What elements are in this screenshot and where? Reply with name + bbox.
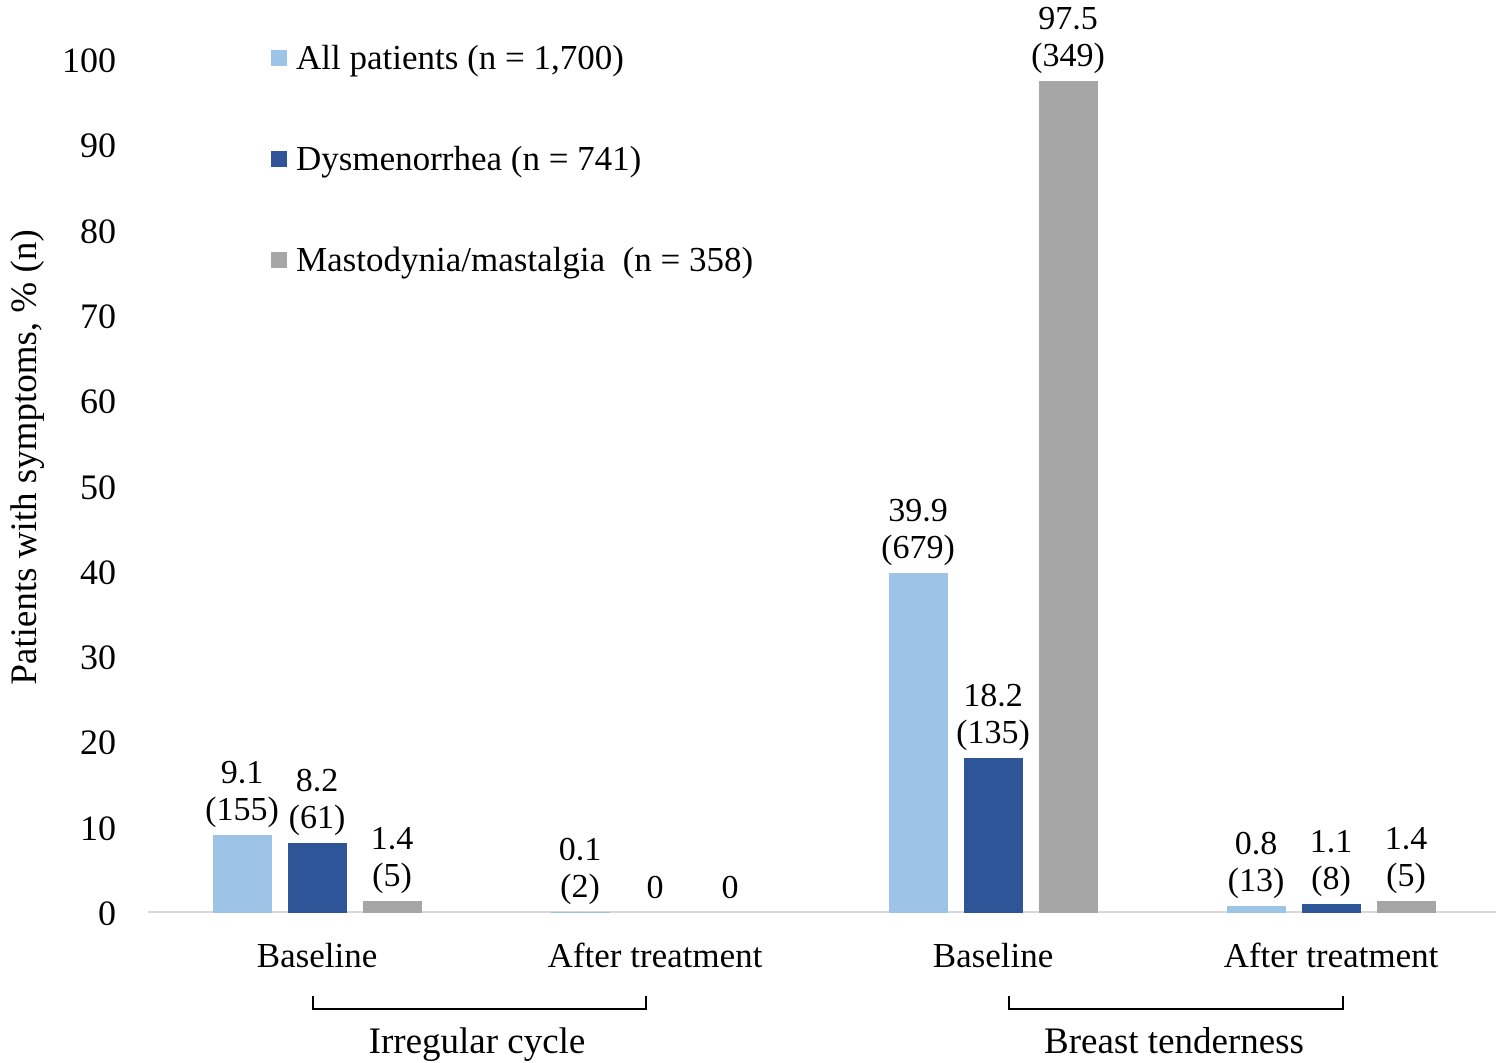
group-bracket	[1008, 996, 1344, 1010]
y-tick-label: 90	[80, 125, 116, 165]
bar-value-label: 8.2 (61)	[288, 762, 346, 836]
group-label: Breast tenderness	[1044, 1021, 1304, 1062]
bar-value-label: 97.5 (349)	[1031, 0, 1105, 74]
legend-swatch	[271, 252, 287, 268]
category-label: After treatment	[1223, 936, 1439, 975]
legend-label: Dysmenorrhea (n = 741)	[296, 139, 642, 178]
y-tick-label: 100	[62, 40, 116, 80]
bar-value-label: 1.4 (5)	[1384, 820, 1428, 894]
group-bracket	[312, 996, 647, 1010]
legend-swatch	[271, 50, 287, 66]
bar-value-label: 1.1 (8)	[1309, 823, 1353, 897]
bar	[964, 758, 1023, 913]
bar	[288, 843, 347, 913]
bar-value-label: 1.4 (5)	[370, 820, 414, 894]
y-tick-label: 30	[80, 637, 116, 677]
y-tick-label: 20	[80, 722, 116, 762]
y-tick-label: 0	[98, 893, 116, 933]
bar	[1377, 901, 1436, 913]
category-label: Baseline	[932, 936, 1054, 975]
bar-value-label: 0	[721, 869, 739, 906]
bar-value-label: 0.1 (2)	[558, 831, 602, 905]
bar	[889, 573, 948, 913]
bar-value-label: 0	[646, 869, 664, 906]
x-axis-line	[148, 911, 1496, 913]
bar-value-label: 0.8 (13)	[1227, 825, 1285, 899]
bar-value-label: 18.2 (135)	[956, 677, 1030, 751]
bar	[551, 912, 610, 913]
legend-label: All patients (n = 1,700)	[296, 38, 624, 77]
y-tick-label: 40	[80, 552, 116, 592]
y-tick-label: 10	[80, 808, 116, 848]
bar	[213, 835, 272, 913]
legend-swatch	[271, 151, 287, 167]
legend-label: Mastodynia/mastalgia (n = 358)	[296, 240, 754, 279]
legend-item-dysmenorrhea: Dysmenorrhea (n = 741)	[271, 139, 642, 178]
y-tick-label: 50	[80, 467, 116, 507]
bar-value-label: 39.9 (679)	[881, 492, 955, 566]
category-label: After treatment	[547, 936, 763, 975]
bar	[363, 901, 422, 913]
bar-value-label: 9.1 (155)	[205, 754, 279, 828]
group-label: Irregular cycle	[368, 1021, 586, 1062]
y-axis-title: Patients with symptoms, % (n)	[4, 229, 45, 685]
legend-item-all-patients: All patients (n = 1,700)	[271, 38, 624, 77]
category-label: Baseline	[256, 936, 378, 975]
y-tick-label: 60	[80, 381, 116, 421]
y-tick-label: 80	[80, 211, 116, 251]
bar	[1227, 906, 1286, 913]
bar	[1302, 904, 1361, 913]
legend-item-mastodynia: Mastodynia/mastalgia (n = 358)	[271, 240, 754, 279]
bar	[1039, 81, 1098, 913]
y-tick-label: 70	[80, 296, 116, 336]
